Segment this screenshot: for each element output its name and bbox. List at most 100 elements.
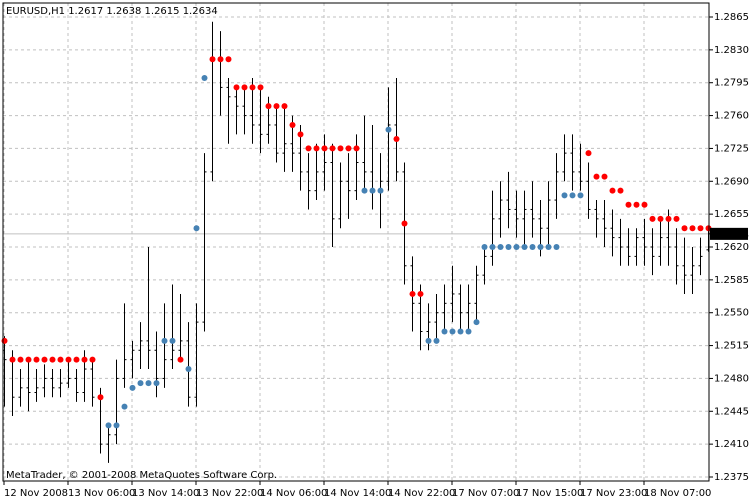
ohlc-bar [658,218,663,266]
price-tick-label: 1.2375 [714,472,749,483]
ohlc-bar [578,143,583,191]
ohlc-bar [642,218,647,266]
time-tick-label: 13 Nov 14:00 [132,488,199,499]
ohlc-bar [42,364,47,398]
buy-dot [497,244,504,250]
sell-dot [249,84,256,91]
buy-dot [545,244,552,250]
buy-dot [169,337,176,344]
sell-dot [233,84,240,91]
buy-dot [425,337,432,344]
sell-dot [401,220,408,227]
ohlc-bar [34,369,39,402]
ohlc-bar [530,181,535,238]
sell-dot [65,356,72,363]
buy-dot [161,337,168,344]
price-tick-label: 1.2865 [714,12,749,23]
ohlc-bar [50,369,55,398]
sell-dot [585,150,592,157]
time-tick-label: 18 Nov 07:00 [644,488,711,499]
ohlc-bar [186,322,191,407]
ohlc-bar [586,162,591,219]
time-tick-label: 17 Nov 07:00 [452,488,519,499]
sell-dot [329,145,336,152]
price-tick-label: 1.2410 [714,439,749,450]
buy-dot [185,366,192,373]
ohlc-bar [474,265,479,323]
sell-dot [617,187,624,194]
price-tick-label: 1.2690 [714,176,749,187]
buy-dot [529,244,536,250]
price-tick-label: 1.2760 [714,111,749,122]
sell-dot [265,103,272,110]
sell-dot [57,356,64,363]
ohlc-bar [546,181,551,247]
time-tick-label: 14 Nov 14:00 [324,488,391,499]
sell-dot [409,290,416,297]
sell-dot [225,56,232,63]
ohlc-bar [482,247,487,285]
price-axis[interactable]: 1.2865 1.2830 1.2795 1.2760 1.2725 1.2690 1.26… [709,12,749,483]
current-price-box [710,227,748,240]
sell-dot [81,356,88,363]
buy-dot [569,192,576,199]
buy-dot [137,380,144,387]
sell-dot [313,145,320,152]
ohlc-bar [330,143,335,247]
buy-dot [449,328,456,335]
ohlc-bar [26,359,31,412]
buy-dot [513,244,520,250]
ohlc-bar [258,87,263,154]
price-tick-label: 1.2445 [714,406,749,417]
ohlc-bar [202,153,207,332]
buy-dot [361,187,368,194]
ohlc-bar [346,153,351,219]
sell-dot [305,145,312,152]
ohlc-bar [618,218,623,266]
ohlc-bar [442,284,447,332]
buy-dot [193,225,200,232]
sell-dot [273,103,280,110]
ohlc-bar [594,200,599,238]
buy-dot [521,244,528,250]
sell-dot [41,356,48,363]
ohlc-bar [490,190,495,266]
ohlc-bar [226,78,231,144]
sell-dot [9,356,16,363]
sell-dot [353,145,360,152]
ohlc-bar [690,247,695,294]
symbol-info: EURUSD,H1 1.2617 1.2638 1.2615 1.2634 [6,6,218,17]
ohlc-bar [698,237,703,276]
sell-dot [697,225,704,232]
sell-dot [665,215,672,222]
sell-dot [73,356,80,363]
ohlc-bar [234,87,239,135]
sell-dot [257,84,264,91]
buy-dot [377,187,384,194]
ohlc-bar [354,134,359,201]
ohlc-bar [154,331,159,398]
copyright-text: MetaTrader, © 2001-2008 MetaQuotes Softw… [6,470,277,481]
sell-dot [241,84,248,91]
ohlc-bar [682,237,687,294]
buy-dot [201,75,208,82]
sell-dot [25,356,32,363]
ohlc-bar [242,87,247,135]
ohlc-bar [194,303,199,407]
sell-dot [217,56,224,63]
sell-dot [641,201,648,208]
time-tick-label: 13 Nov 22:00 [196,488,263,499]
time-tick-label: 17 Nov 23:00 [580,488,647,499]
sell-dot [689,225,696,232]
buy-dot [385,126,392,133]
buy-dot [113,422,120,429]
sell-dot [177,356,184,363]
price-tick-label: 1.2795 [714,78,749,89]
ohlc-bar [74,369,79,402]
buy-dot [105,422,112,429]
buy-dot [121,403,128,410]
